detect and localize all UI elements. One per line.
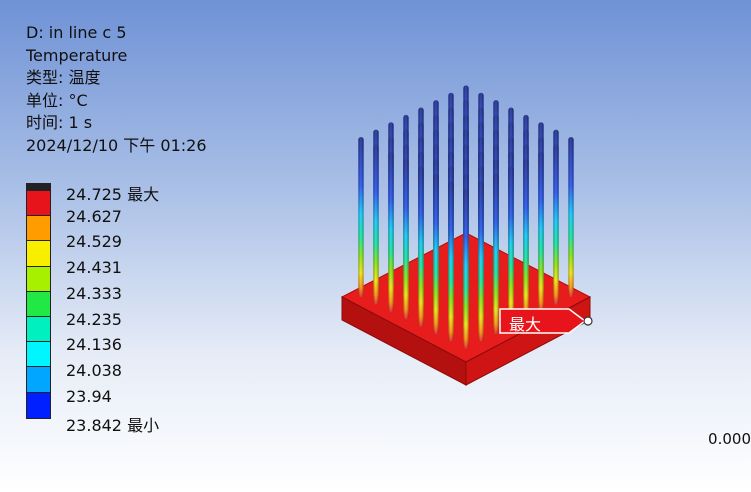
heatsink-pin-shading — [418, 166, 424, 327]
heatsink-pin-shading — [448, 181, 454, 342]
legend-level-label: 24.235 — [66, 309, 122, 329]
legend-level-label: 23.94 — [66, 386, 112, 406]
heatsink-pin-array — [358, 85, 574, 349]
result-time: 时间: 1 s — [26, 113, 93, 132]
legend-swatch — [27, 266, 50, 292]
legend-swatch — [27, 367, 50, 393]
legend-swatch — [27, 392, 50, 418]
heatsink-pin-shading — [478, 181, 484, 342]
heatsink-pin-shading — [358, 137, 364, 297]
heatsink-pin-shading — [373, 144, 379, 305]
heatsink-pin-shading — [538, 151, 544, 312]
result-quantity: Temperature — [26, 45, 128, 65]
legend-level-label: 23.842 最小 — [66, 416, 160, 436]
legend-level-label: 24.333 — [66, 283, 122, 303]
legend-level-label: 24.136 — [66, 335, 122, 355]
legend-level-label: 24.431 — [66, 258, 122, 278]
legend-level-label: 24.627 — [66, 206, 122, 226]
legend-swatch — [27, 342, 50, 368]
heatsink-pin-shading — [463, 188, 469, 349]
legend-level-label: 24.038 — [66, 360, 122, 380]
legend-level-label: 24.529 — [66, 232, 122, 252]
legend-swatch — [27, 184, 50, 191]
heatsink-pin-shading — [568, 137, 574, 297]
legend-swatch — [27, 216, 50, 242]
legend-color-bar — [26, 183, 51, 419]
result-name: D: in line c 5 — [26, 23, 127, 42]
result-unit: 单位: °C — [26, 90, 88, 110]
heatsink-pin-shading — [553, 144, 559, 305]
legend-swatch — [27, 291, 50, 317]
heatsink-pin-shading — [388, 151, 394, 312]
heatsink-pin-shading — [508, 166, 514, 327]
scale-ruler-label: 0.000 — [708, 430, 751, 448]
probe-tag-shape — [499, 308, 593, 334]
heatsink-pin-shading — [433, 173, 439, 334]
legend-swatch — [27, 316, 50, 343]
legend-level-label: 24.725 最大 — [66, 185, 160, 204]
legend-swatch — [27, 191, 50, 217]
result-date: 2024/12/10 下午 01:26 — [26, 135, 207, 155]
probe-tag-label: 最大 — [509, 315, 542, 334]
result-type: 类型: 温度 — [26, 68, 101, 87]
heatsink-pin-shading — [523, 159, 529, 320]
heatsink-pin-shading — [403, 159, 409, 320]
heatsink-pin-shading — [493, 173, 499, 334]
legend-swatch — [27, 241, 50, 267]
result-info-panel: D: in line c 5 Temperature 类型: 温度 单位: °C… — [26, 22, 207, 157]
